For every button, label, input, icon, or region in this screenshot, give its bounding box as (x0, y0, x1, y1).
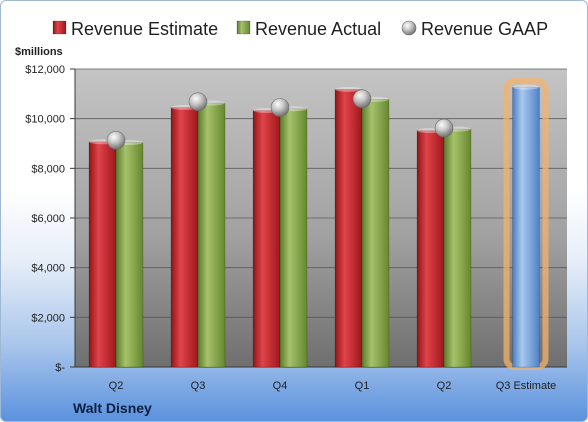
x-tick-label: Q1 (355, 380, 370, 392)
x-tick-label: Q2 (437, 380, 452, 392)
company-label: Walt Disney (73, 400, 152, 416)
legend-swatch (236, 20, 251, 35)
bar-revenue-estimate-forecast-cap (512, 84, 540, 90)
legend-label: Revenue GAAP (421, 19, 548, 39)
bar-revenue-estimate-cap (335, 86, 362, 92)
bar-revenue-estimate (88, 141, 117, 368)
bar-revenue-actual (197, 102, 226, 368)
marker-revenue-gaap (352, 89, 372, 109)
bar-revenue-actual (115, 142, 144, 368)
y-tick-label: $2,000 (31, 312, 65, 324)
y-axis-unit-label: $millions (15, 46, 63, 58)
y-tick-label: $12,000 (25, 64, 65, 76)
marker-revenue-gaap (434, 118, 454, 138)
gridlines (75, 68, 567, 318)
y-tick-label: $6,000 (31, 213, 65, 225)
marker-revenue-gaap (270, 98, 290, 117)
y-axis-ticks: $- $2,000 $4,000 $6,000 $8,000 $10,000 $12,000 (25, 64, 567, 374)
gaap-markers (106, 89, 454, 150)
bars (88, 78, 549, 371)
bar-revenue-actual (361, 98, 390, 368)
x-axis-ticks: Q2 Q3 Q4 Q1 Q2 Q3 Estimate (109, 380, 557, 392)
legend: Revenue Estimate Revenue Actual Revenue GA… (52, 19, 548, 39)
x-tick-label: Q3 Estimate (496, 380, 557, 392)
marker-revenue-gaap (106, 130, 126, 150)
marker-revenue-gaap (188, 92, 208, 112)
bar-revenue-actual (443, 128, 472, 368)
bar-revenue-estimate (334, 89, 363, 368)
y-tick-label: $4,000 (31, 263, 65, 275)
bar-revenue-estimate (416, 130, 445, 368)
legend-label: Revenue Estimate (71, 19, 218, 39)
bar-revenue-estimate-forecast (512, 86, 540, 368)
legend-swatch (52, 20, 67, 35)
x-tick-label: Q4 (273, 380, 288, 392)
bar-revenue-estimate (170, 107, 199, 368)
bar-revenue-estimate (252, 110, 281, 368)
y-tick-label: $8,000 (31, 163, 65, 175)
y-tick-label: $- (55, 362, 65, 374)
x-tick-label: Q3 (191, 380, 206, 392)
x-tick-label: Q2 (109, 380, 124, 392)
legend-label: Revenue Actual (255, 19, 381, 39)
legend-swatch (401, 20, 417, 36)
y-tick-label: $10,000 (25, 114, 65, 126)
bar-revenue-actual (279, 108, 308, 368)
